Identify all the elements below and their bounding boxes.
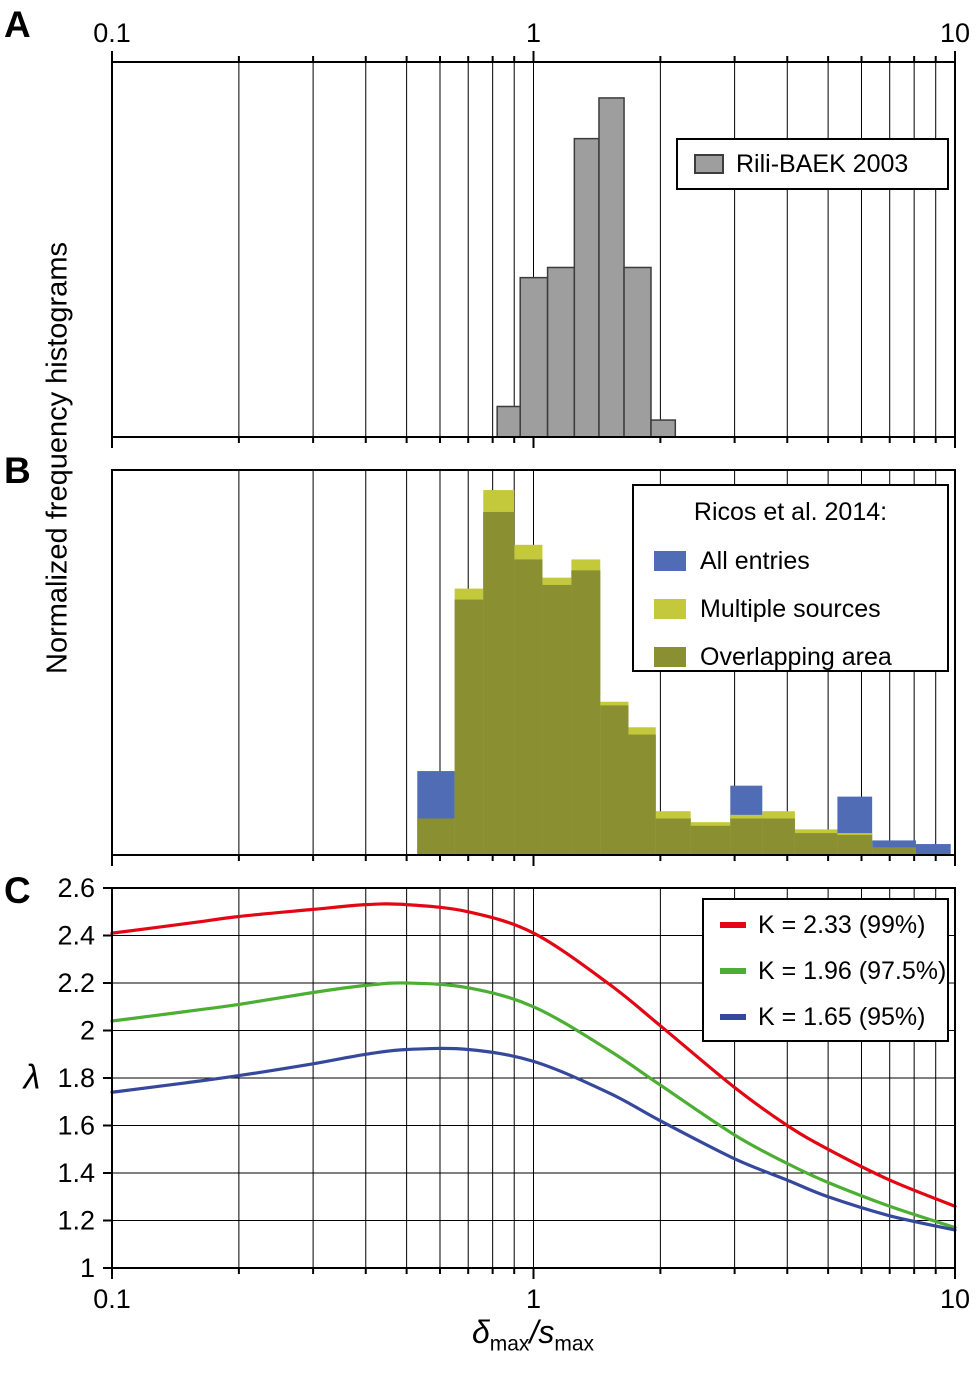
hist-bar-overlapping-area — [762, 818, 795, 855]
legend-item-k165: K = 1.65 (95%) — [704, 1002, 947, 1032]
bottom-axis-tick-label: 0.1 — [93, 1284, 131, 1314]
hist-bar-overlapping-area — [794, 833, 838, 855]
y-axis-tick-label-c: 1.2 — [57, 1206, 95, 1236]
hist-bar-rili-baek — [598, 97, 625, 438]
hist-bar-overlapping-area — [730, 818, 763, 855]
legend-swatch-blue-line-icon — [720, 1014, 746, 1020]
x-axis-label-sub2: max — [554, 1332, 595, 1356]
top-axis-tick-label: 10 — [940, 18, 970, 48]
hist-bar-overlapping-area — [454, 599, 484, 855]
curve-k-1-96-97-5 — [110, 981, 957, 1230]
legend-swatch-olive-icon — [654, 647, 686, 667]
legend-label-multiple-sources: Multiple sources — [700, 595, 881, 623]
hist-bar-rili-baek — [623, 266, 652, 438]
bottom-axis-tick-label: 1 — [526, 1284, 541, 1314]
legend-label-rili-baek: Rili-BAEK 2003 — [736, 149, 909, 178]
hist-bar-overlapping-area — [655, 818, 691, 855]
y-axis-tick-label-c: 1.4 — [57, 1158, 95, 1188]
legend-swatch-gray-bar-icon — [694, 154, 724, 174]
y-axis-tick-label-c: 2 — [80, 1016, 95, 1046]
hist-bar-all-entries — [915, 844, 951, 855]
hist-bar-overlapping-area — [600, 705, 629, 855]
legend-item-overlapping-area: Overlapping area — [634, 642, 947, 672]
top-axis-tick-label: 0.1 — [93, 18, 131, 48]
legend-item-k196: K = 1.96 (97.5%) — [704, 956, 947, 986]
y-axis-tick-label-c: 1 — [80, 1253, 95, 1283]
legend-label-all-entries: All entries — [700, 547, 810, 575]
legend-panel-b: Ricos et al. 2014: All entries Multiple … — [632, 484, 949, 672]
y-axis-tick-label-c: 1.8 — [57, 1063, 95, 1093]
legend-swatch-yellow-icon — [654, 599, 686, 619]
x-axis-label-slash-s: /s — [529, 1314, 555, 1350]
hist-bar-overlapping-area — [837, 834, 873, 855]
hist-bar-overlapping-area — [872, 847, 916, 855]
hist-bar-overlapping-area — [417, 818, 455, 855]
legend-item-all-entries: All entries — [634, 546, 947, 576]
hist-bar-overlapping-area — [542, 584, 572, 855]
hist-bar-overlapping-area — [571, 570, 601, 855]
panel-letter-c: C — [4, 870, 31, 911]
legend-label-overlapping-area: Overlapping area — [700, 643, 892, 671]
x-axis-label-sub1: max — [489, 1332, 530, 1356]
hist-bar-rili-baek — [496, 405, 521, 438]
legend-label-k165: K = 1.65 (95%) — [758, 1003, 926, 1031]
y-axis-label-histograms: Normalized frequency histograms — [41, 242, 74, 674]
hist-bar-overlapping-area — [628, 734, 656, 855]
top-axis-tick-label: 1 — [526, 18, 541, 48]
legend-label-k196: K = 1.96 (97.5%) — [758, 957, 947, 985]
hist-bar-rili-baek — [519, 276, 549, 438]
y-axis-tick-label-c: 2.4 — [57, 921, 95, 951]
hist-bar-overlapping-area — [514, 559, 543, 855]
legend-label-k233: K = 2.33 (99%) — [758, 911, 926, 939]
x-axis-label: δmax/smax — [472, 1314, 594, 1356]
hist-bar-overlapping-area — [483, 511, 515, 855]
hist-bar-overlapping-area — [690, 825, 731, 855]
y-axis-tick-label-c: 2.6 — [57, 873, 95, 903]
panel-letter-b: B — [4, 450, 31, 491]
y-axis-tick-label-c: 1.6 — [57, 1111, 95, 1141]
panel-letter-a: A — [4, 4, 31, 45]
curve-k-2-33-99 — [110, 902, 957, 1208]
curve-k-1-65-95 — [110, 1046, 957, 1232]
legend-item-k233: K = 2.33 (99%) — [704, 910, 947, 940]
hist-bar-rili-baek — [546, 266, 576, 438]
hist-bar-rili-baek — [573, 137, 600, 438]
bottom-axis-tick-label: 10 — [940, 1284, 970, 1314]
legend-item-multiple-sources: Multiple sources — [634, 594, 947, 624]
legend-title-ricos: Ricos et al. 2014: — [693, 498, 888, 526]
y-axis-label-lambda: λ — [23, 1058, 41, 1097]
legend-panel-c: K = 2.33 (99%) K = 1.96 (97.5%) K = 1.65… — [702, 898, 949, 1042]
legend-swatch-green-line-icon — [720, 968, 746, 974]
x-axis-label-delta: δ — [471, 1314, 490, 1350]
hist-bar-rili-baek — [650, 419, 677, 438]
y-axis-tick-label-c: 2.2 — [57, 968, 95, 998]
legend-panel-a: Rili-BAEK 2003 — [676, 138, 949, 190]
legend-swatch-blue-icon — [654, 551, 686, 571]
legend-swatch-red-line-icon — [720, 922, 746, 928]
